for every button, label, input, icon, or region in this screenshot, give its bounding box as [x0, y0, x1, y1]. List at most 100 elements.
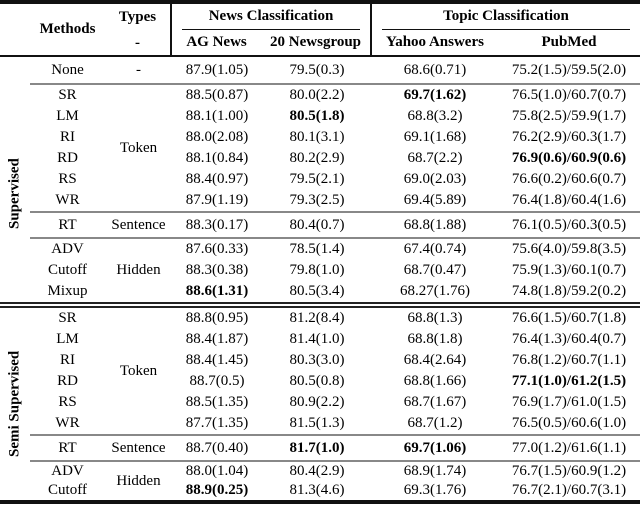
header-group-topic: Topic Classification Yahoo Answers PubMe… [372, 4, 640, 55]
value-cell-ag-news: 88.0(1.04) [185, 463, 249, 479]
value-cell-ag-news-column: 87.6(0.33) 88.3(0.38) 88.6(1.31) [172, 239, 262, 302]
value-cell-yahoo-answers: 68.4(2.64) [403, 352, 467, 368]
value-cell-yahoo-answers: 68.8(1.3) [407, 310, 463, 326]
value-cell-pubmed: 77.0(1.2)/61.6(1.1) [511, 440, 627, 456]
value-cell-pubmed: 76.4(1.8)/60.4(1.6) [511, 192, 627, 208]
value-cell-pubmed-column: 76.1(0.5)/60.3(0.5) [498, 213, 640, 237]
header-news-subcolumns: AG News 20 Newsgroup [172, 30, 370, 55]
value-cell-ag-news: 88.5(1.35) [185, 394, 249, 410]
baseline-row-none: None - 87.9(1.05) 79.5(0.3) 68.6(0.71) 7… [30, 57, 640, 83]
value-cell-20-newsgroup: 81.5(1.3) [289, 415, 345, 431]
value-cell-20-newsgroup: 81.7(1.0) [289, 440, 345, 456]
header-types-column: Types - [105, 4, 172, 55]
value-cell-pubmed: 76.5(0.5)/60.6(1.0) [511, 415, 627, 431]
methods-column: ADV Cutoff Mixup [30, 239, 105, 302]
value-cell-20-newsgroup-column: 78.5(1.4) 79.8(1.0) 80.5(3.4) [262, 239, 372, 302]
value-cell-20-newsgroup: 80.5(0.8) [289, 373, 345, 389]
bottom-rule [0, 500, 640, 504]
header-pubmed: PubMed [541, 34, 597, 50]
value-cell-ag-news: 88.0(2.08) [185, 129, 249, 145]
value-cell-pubmed-column: 76.6(1.5)/60.7(1.8) 76.4(1.3)/60.4(0.7) 76… [498, 308, 640, 434]
block-separator-rule [30, 460, 640, 462]
header-topic-classification: Topic Classification [382, 4, 630, 30]
header-types-sub: - [135, 34, 140, 51]
value-cell-pubmed: 75.9(1.3)/60.1(0.7) [511, 262, 627, 278]
header-yahoo-answers: Yahoo Answers [386, 34, 484, 50]
value-cell-20-newsgroup: 80.3(3.0) [289, 352, 345, 368]
value-cell-yahoo-answers-column: 67.4(0.74) 68.7(0.47) 68.27(1.76) [372, 239, 498, 302]
table-body-sections: Supervised SR LM RI RD RS WR Token 88.5(0.87) 88.… [0, 85, 640, 500]
value-cell-pubmed: 76.7(1.5)/60.9(1.2) [511, 463, 627, 479]
method-cell: RD [57, 150, 78, 166]
value-cell-20-newsgroup: 79.8(1.0) [289, 262, 345, 278]
value-cell-ag-news-column: 88.3(0.17) [172, 213, 262, 237]
value-cell-yahoo-answers: 68.8(1.66) [403, 373, 467, 389]
method-cell: RS [58, 394, 77, 410]
header-bottom-rule [0, 55, 640, 57]
value-cell-yahoo-answers: 69.7(1.06) [403, 440, 467, 456]
value-cell-20-newsgroup: 80.2(2.9) [289, 150, 345, 166]
method-cell: LM [56, 331, 79, 347]
value-cell-ag-news: 87.9(1.05) [185, 62, 249, 78]
value-cell-yahoo-answers: 68.27(1.76) [400, 283, 470, 299]
value-cell-pubmed: 76.2(2.9)/60.3(1.7) [511, 129, 627, 145]
value-cell-ag-news: 88.4(0.97) [185, 171, 249, 187]
value-cell-yahoo-answers-column: 69.7(1.62) 68.8(3.2) 69.1(1.68) 68.7(2.2) 69… [372, 85, 498, 211]
value-cell-ag-news: 88.6(1.31) [185, 283, 249, 299]
value-cell-yahoo-answers: 69.3(1.76) [403, 482, 467, 498]
block-supervised-hidden: ADV Cutoff Mixup Hidden 87.6(0.33) 88.3(0.38)… [30, 239, 640, 302]
header-news-classification: News Classification [182, 4, 360, 30]
section-divider-double-rule [0, 302, 640, 308]
type-cell: Hidden [105, 239, 172, 302]
value-cell-20-newsgroup: 80.0(2.2) [289, 87, 345, 103]
value-cell-20-newsgroup: 79.5(2.1) [289, 171, 345, 187]
header-label-spacer [0, 4, 30, 55]
methods-column: SR LM RI RD RS WR [30, 308, 105, 434]
value-cell-pubmed: 76.5(1.0)/60.7(0.7) [511, 87, 627, 103]
value-cell-pubmed: 76.6(0.2)/60.6(0.7) [511, 171, 627, 187]
value-cell-yahoo-answers: 69.7(1.62) [403, 87, 467, 103]
value-cell-pubmed: 75.6(4.0)/59.8(3.5) [511, 241, 627, 257]
method-cell: Cutoff [48, 262, 87, 278]
value-cell-pubmed: 74.8(1.8)/59.2(0.2) [511, 283, 627, 299]
method-cell: None [51, 62, 84, 78]
type-label: Sentence [111, 439, 166, 456]
value-cell-pubmed-column: 77.0(1.2)/61.6(1.1) [498, 436, 640, 460]
header-methods: Methods [39, 21, 96, 37]
method-cell: RI [60, 129, 75, 145]
value-cell-yahoo-answers: 69.4(5.89) [403, 192, 467, 208]
methods-column: ADV Cutoff [30, 462, 105, 500]
value-cell-20-newsgroup: 80.4(0.7) [289, 217, 345, 233]
method-cell: SR [58, 87, 77, 103]
header-group-news: News Classification AG News 20 Newsgroup [172, 4, 372, 55]
value-cell-yahoo-answers: 68.7(1.2) [407, 415, 463, 431]
value-cell-ag-news-column: 88.7(0.40) [172, 436, 262, 460]
type-cell: Token [105, 308, 172, 434]
block-supervised-sentence: RT Sentence 88.3(0.17) 80.4(0.7) 68.8(1.88) 7… [30, 213, 640, 237]
block-separator-rule [30, 434, 640, 436]
method-cell: ADV [51, 241, 84, 257]
method-cell: RS [58, 171, 77, 187]
method-cell: Cutoff [48, 482, 87, 498]
top-rule [0, 0, 640, 4]
value-cell-ag-news: 88.9(0.25) [185, 482, 249, 498]
value-cell-pubmed: 75.2(1.5)/59.5(2.0) [511, 62, 627, 78]
value-cell-ag-news-column: 88.0(1.04) 88.9(0.25) [172, 462, 262, 500]
value-cell-20-newsgroup: 81.2(8.4) [289, 310, 345, 326]
block-semi-supervised-hidden: ADV Cutoff Hidden 88.0(1.04) 88.9(0.25) 80.4(… [30, 462, 640, 500]
type-label: Sentence [111, 216, 166, 233]
value-cell-pubmed: 75.8(2.5)/59.9(1.7) [511, 108, 627, 124]
value-cell-pubmed: 76.8(1.2)/60.7(1.1) [511, 352, 627, 368]
value-cell-pubmed: 76.1(0.5)/60.3(0.5) [511, 217, 627, 233]
value-cell-20-newsgroup: 79.3(2.5) [289, 192, 345, 208]
value-cell-20-newsgroup: 79.5(0.3) [289, 62, 345, 78]
value-cell-yahoo-answers: 69.0(2.03) [403, 171, 467, 187]
value-cell-yahoo-answers: 67.4(0.74) [403, 241, 467, 257]
section-semi-supervised: Semi Supervised SR LM RI RD RS WR Token 88.8(0.9… [0, 308, 640, 500]
method-cell: RT [58, 440, 77, 456]
value-cell-20-newsgroup: 78.5(1.4) [289, 241, 345, 257]
value-cell-pubmed-column: 76.7(1.5)/60.9(1.2) 76.7(2.1)/60.7(3.1) [498, 462, 640, 500]
value-cell-20-newsgroup-column: 80.4(0.7) [262, 213, 372, 237]
section-label-semi-supervised: Semi Supervised [6, 350, 23, 458]
value-cell-yahoo-answers: 68.8(1.8) [407, 331, 463, 347]
